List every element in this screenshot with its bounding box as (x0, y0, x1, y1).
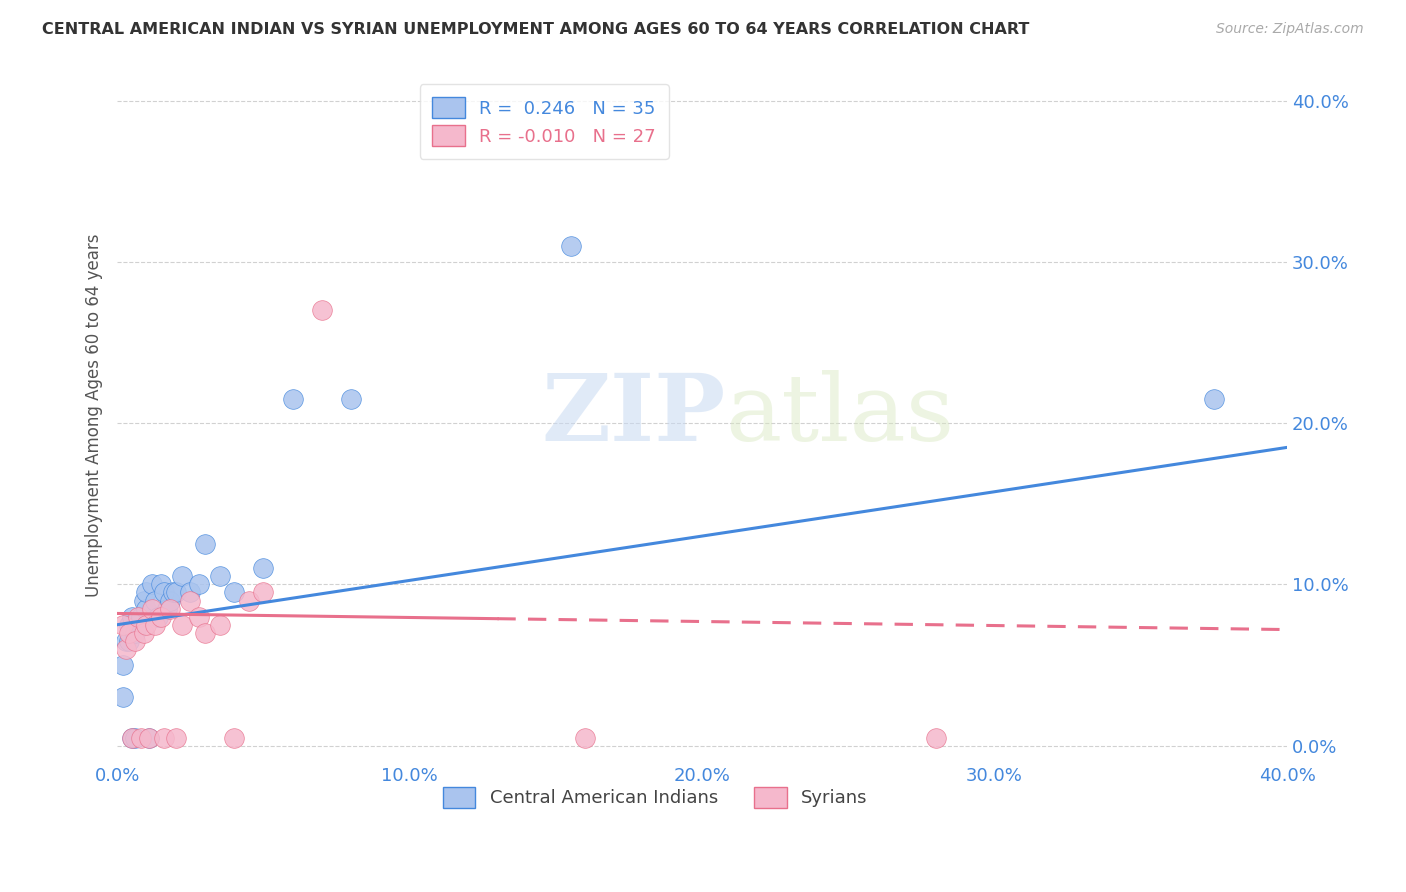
Point (138, 731, 160, 745)
Point (118, 633, 141, 648)
Text: Source: ZipAtlas.com: Source: ZipAtlas.com (1216, 22, 1364, 37)
Point (153, 585, 176, 599)
Point (224, 585, 246, 599)
Point (115, 633, 138, 648)
Point (281, 392, 304, 406)
Point (127, 617, 149, 632)
Point (194, 625, 217, 640)
Point (150, 609, 173, 624)
Point (121, 731, 143, 745)
Point (311, 303, 333, 318)
Point (115, 641, 138, 656)
Point (170, 569, 193, 583)
Point (127, 609, 149, 624)
Point (208, 569, 231, 583)
Point (150, 577, 173, 591)
Point (194, 537, 217, 551)
Point (252, 585, 274, 599)
Point (118, 625, 141, 640)
Point (112, 617, 135, 632)
Point (112, 690, 135, 705)
Point (179, 593, 201, 607)
Point (560, 239, 582, 253)
Point (132, 625, 155, 640)
Point (208, 617, 231, 632)
Text: ZIP: ZIP (541, 370, 725, 460)
Point (925, 731, 948, 745)
Point (143, 593, 166, 607)
Point (159, 601, 181, 615)
Point (1202, 392, 1225, 406)
Point (124, 633, 146, 648)
Point (340, 392, 363, 406)
Point (135, 585, 157, 599)
Point (165, 585, 187, 599)
Point (129, 731, 152, 745)
Point (132, 593, 155, 607)
Point (165, 731, 187, 745)
Point (135, 601, 157, 615)
Point (141, 601, 163, 615)
Point (238, 593, 260, 607)
Point (141, 577, 163, 591)
Y-axis label: Unemployment Among Ages 60 to 64 years: Unemployment Among Ages 60 to 64 years (86, 234, 103, 597)
Point (118, 617, 141, 632)
Legend: Central American Indians, Syrians: Central American Indians, Syrians (436, 780, 875, 815)
Point (121, 609, 143, 624)
Point (143, 617, 166, 632)
Point (574, 731, 596, 745)
Point (138, 731, 160, 745)
Point (121, 731, 143, 745)
Point (146, 609, 169, 624)
Point (162, 585, 184, 599)
Point (124, 625, 146, 640)
Point (179, 585, 201, 599)
Text: atlas: atlas (725, 370, 955, 460)
Text: CENTRAL AMERICAN INDIAN VS SYRIAN UNEMPLOYMENT AMONG AGES 60 TO 64 YEARS CORRELA: CENTRAL AMERICAN INDIAN VS SYRIAN UNEMPL… (42, 22, 1029, 37)
Point (224, 731, 246, 745)
Point (135, 617, 157, 632)
Point (159, 593, 181, 607)
Point (252, 561, 274, 575)
Point (170, 617, 193, 632)
Point (124, 731, 146, 745)
Point (188, 577, 211, 591)
Point (188, 609, 211, 624)
Point (129, 609, 152, 624)
Point (112, 658, 135, 673)
Point (153, 731, 176, 745)
Point (156, 601, 179, 615)
